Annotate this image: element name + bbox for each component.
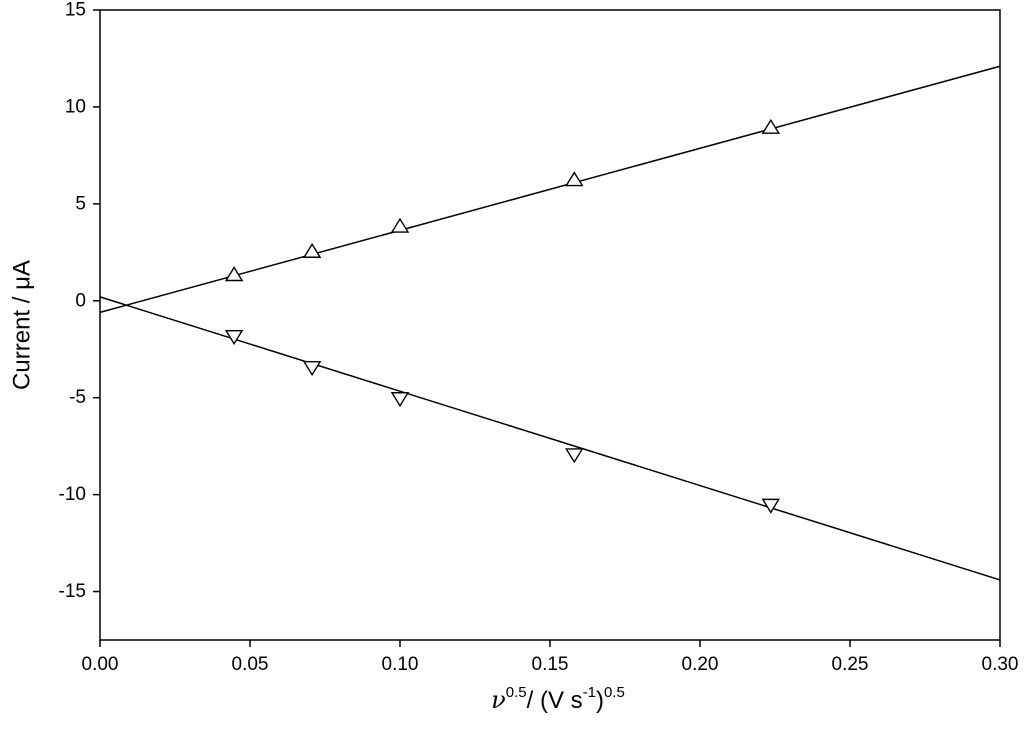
y-tick-label: -15 <box>59 581 86 602</box>
data-point-triangle-down <box>302 361 322 377</box>
x-axis-title: ν0.5/ (V s-1)0.5 <box>491 684 625 714</box>
plot-frame <box>99 9 1001 641</box>
y-axis-ticks: 15 10 5 0 -5 -10 -15 <box>59 0 100 602</box>
fit-line-cathodic <box>99 296 1001 581</box>
x-axis-title-mid: / (V s <box>527 687 583 714</box>
data-point-triangle-up <box>224 266 244 282</box>
x-axis-title-exp1: 0.5 <box>506 684 527 701</box>
y-tick-label: 0 <box>75 290 86 311</box>
x-tick-label: 0.00 <box>82 654 119 675</box>
x-tick-label: 0.25 <box>832 654 869 675</box>
y-tick-label: 10 <box>65 96 86 117</box>
data-markers <box>224 118 781 514</box>
data-point-triangle-up <box>302 242 322 258</box>
fit-line-anodic <box>99 65 1001 314</box>
data-point-triangle-down <box>565 448 584 464</box>
x-axis-title-exp3: 0.5 <box>604 684 625 701</box>
x-axis-title-close: ) <box>596 687 604 714</box>
y-tick-label: 15 <box>65 0 86 21</box>
y-axis-title: Current / μA <box>9 260 36 390</box>
x-tick-label: 0.10 <box>382 654 419 675</box>
data-point-triangle-up <box>390 217 410 233</box>
x-axis-title-symbol: ν <box>491 686 506 714</box>
x-tick-label: 0.05 <box>232 654 269 675</box>
x-axis-ticks: 0.00 0.05 0.10 0.15 0.20 0.25 0.30 <box>82 640 1019 675</box>
plot-area-border <box>99 9 1001 641</box>
fit-lines <box>99 65 1001 581</box>
data-point-triangle-down <box>390 392 410 408</box>
x-tick-label: 0.20 <box>682 654 719 675</box>
x-axis-title-exp2: -1 <box>583 684 596 701</box>
data-point-triangle-up <box>565 171 584 187</box>
y-tick-label: -5 <box>69 387 86 408</box>
data-point-triangle-down <box>761 498 781 514</box>
y-tick-label: 5 <box>75 193 86 214</box>
data-point-triangle-up <box>761 118 781 134</box>
x-tick-label: 0.15 <box>532 654 569 675</box>
x-tick-label: 0.30 <box>982 654 1019 675</box>
y-tick-label: -10 <box>59 484 86 505</box>
data-point-triangle-down <box>224 330 244 346</box>
